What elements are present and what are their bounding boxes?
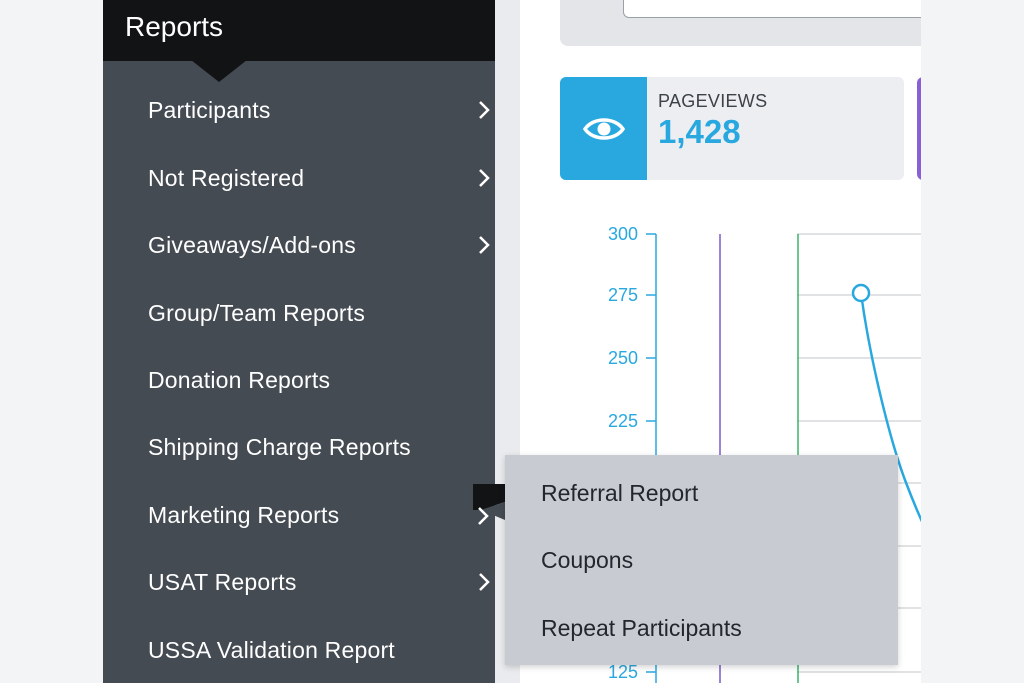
frame-right xyxy=(921,0,1024,683)
menu-label: Group/Team Reports xyxy=(148,299,366,326)
chevron-right-icon xyxy=(479,169,490,187)
menu-item-ussa-validation-report[interactable]: USSA Validation Report xyxy=(103,620,495,680)
submenu-item-referral-report[interactable]: Referral Report xyxy=(505,463,898,523)
submenu-item-coupons[interactable]: Coupons xyxy=(505,530,898,590)
search-input[interactable] xyxy=(623,0,921,18)
y-tick-label-300: 300 xyxy=(608,224,638,244)
dashboard-content: PAGEVIEWS 1,428 xyxy=(495,0,921,683)
y-tick-label-125: 125 xyxy=(608,662,638,682)
menu-item-usat-reports[interactable]: USAT Reports xyxy=(103,552,495,612)
submenu-label: Repeat Participants xyxy=(541,614,742,641)
y-tick-label-275: 275 xyxy=(608,285,638,305)
menu-item-group-team-reports[interactable]: Group/Team Reports xyxy=(103,283,495,343)
y-tick-label-225: 225 xyxy=(608,411,638,431)
content-panel: PAGEVIEWS 1,428 xyxy=(520,0,921,683)
secondary-stat-card xyxy=(917,77,921,180)
sidebar-title: Reports xyxy=(125,11,224,42)
menu-item-giveaways[interactable]: Giveaways/Add-ons xyxy=(103,215,495,275)
submenu-item-repeat-participants[interactable]: Repeat Participants xyxy=(505,598,898,658)
menu-item-donation-reports[interactable]: Donation Reports xyxy=(103,350,495,410)
menu-label: Shipping Charge Reports xyxy=(148,433,411,460)
eye-icon xyxy=(582,117,625,140)
pageviews-label: PAGEVIEWS xyxy=(658,91,768,111)
menu-label: USSA Validation Report xyxy=(148,636,395,663)
menu-item-not-registered[interactable]: Not Registered xyxy=(103,148,495,208)
header-notch xyxy=(191,60,247,82)
marketing-reports-submenu: Referral Report Coupons Repeat Participa… xyxy=(505,455,898,665)
menu-item-participants[interactable]: Participants xyxy=(103,80,495,140)
menu-item-shipping-charge-reports[interactable]: Shipping Charge Reports xyxy=(103,417,495,477)
menu-item-marketing-reports[interactable]: Marketing Reports xyxy=(103,485,495,545)
submenu-pointer xyxy=(473,484,505,525)
reports-sidebar: Reports Participants Not Registered Give… xyxy=(103,0,495,683)
frame-left xyxy=(0,0,103,683)
menu-label: USAT Reports xyxy=(148,568,297,595)
chevron-right-icon xyxy=(479,573,490,591)
menu-label: Giveaways/Add-ons xyxy=(148,231,356,258)
y-tick-label-250: 250 xyxy=(608,348,638,368)
submenu-label: Coupons xyxy=(541,546,634,573)
data-point xyxy=(851,283,871,303)
chevron-right-icon xyxy=(479,236,490,254)
menu-label: Marketing Reports xyxy=(148,501,340,528)
pageviews-card: PAGEVIEWS 1,428 xyxy=(560,77,904,180)
menu-label: Not Registered xyxy=(148,164,305,191)
y-ticks xyxy=(646,233,656,673)
submenu-label: Referral Report xyxy=(541,479,699,506)
menu-label: Participants xyxy=(148,96,271,123)
pageviews-value: 1,428 xyxy=(658,113,741,150)
series-line xyxy=(859,292,921,523)
menu-label: Donation Reports xyxy=(148,366,331,393)
chevron-right-icon xyxy=(479,101,490,119)
pageviews-icon-box xyxy=(560,77,647,180)
search-card xyxy=(560,0,921,46)
sidebar-header: Reports xyxy=(103,0,495,61)
